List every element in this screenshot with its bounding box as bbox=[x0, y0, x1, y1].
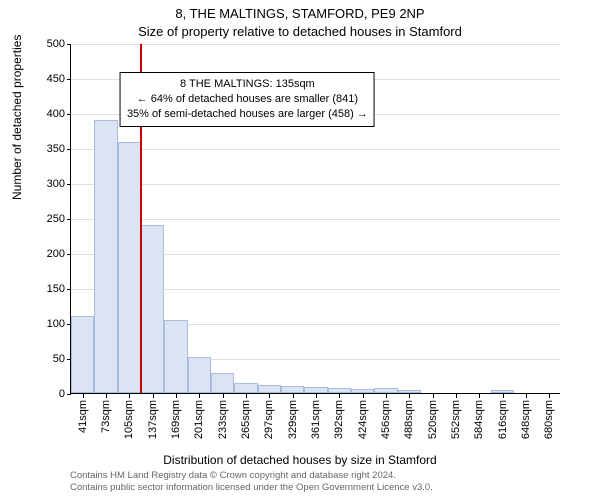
histogram-bar bbox=[258, 385, 281, 393]
histogram-bar bbox=[118, 142, 141, 393]
xtick-mark bbox=[409, 394, 410, 398]
xtick-mark bbox=[316, 394, 317, 398]
xtick-mark bbox=[269, 394, 270, 398]
xtick-label: 392sqm bbox=[333, 400, 345, 439]
footer-line: Contains public sector information licen… bbox=[70, 482, 433, 494]
ytick-label: 100 bbox=[47, 318, 71, 330]
xtick-label: 520sqm bbox=[427, 400, 439, 439]
xtick-mark bbox=[386, 394, 387, 398]
ytick-label: 350 bbox=[47, 143, 71, 155]
histogram-bar bbox=[94, 120, 117, 393]
xtick-label: 169sqm bbox=[170, 400, 182, 439]
xtick-label: 616sqm bbox=[497, 400, 509, 439]
ytick-label: 250 bbox=[47, 213, 71, 225]
xtick-mark bbox=[223, 394, 224, 398]
xtick-mark bbox=[456, 394, 457, 398]
xtick-label: 137sqm bbox=[147, 400, 159, 439]
histogram-bar bbox=[164, 320, 187, 394]
xtick-mark bbox=[199, 394, 200, 398]
histogram-bar bbox=[351, 389, 374, 393]
xtick-label: 584sqm bbox=[473, 400, 485, 439]
xtick-label: 233sqm bbox=[217, 400, 229, 439]
plot-area: 05010015020025030035040045050041sqm73sqm… bbox=[70, 44, 560, 394]
y-axis-label: Number of detached properties bbox=[10, 35, 24, 200]
annotation-line: ← 64% of detached houses are smaller (84… bbox=[127, 92, 368, 107]
histogram-bar bbox=[188, 357, 211, 393]
annotation-box: 8 THE MALTINGS: 135sqm← 64% of detached … bbox=[120, 72, 375, 127]
xtick-label: 361sqm bbox=[310, 400, 322, 439]
histogram-bar bbox=[398, 390, 421, 394]
xtick-label: 265sqm bbox=[240, 400, 252, 439]
page-title-main: 8, THE MALTINGS, STAMFORD, PE9 2NP bbox=[0, 6, 600, 21]
histogram-bar bbox=[234, 383, 257, 393]
xtick-mark bbox=[479, 394, 480, 398]
xtick-mark bbox=[176, 394, 177, 398]
histogram-bar bbox=[374, 388, 397, 393]
ytick-label: 300 bbox=[47, 178, 71, 190]
ytick-label: 0 bbox=[59, 388, 71, 400]
xtick-mark bbox=[129, 394, 130, 398]
xtick-mark bbox=[363, 394, 364, 398]
xtick-label: 329sqm bbox=[287, 400, 299, 439]
xtick-label: 41sqm bbox=[77, 400, 89, 433]
xtick-label: 552sqm bbox=[450, 400, 462, 439]
x-axis-label: Distribution of detached houses by size … bbox=[0, 453, 600, 467]
xtick-mark bbox=[433, 394, 434, 398]
histogram-bar bbox=[281, 386, 304, 393]
ytick-label: 500 bbox=[47, 38, 71, 50]
xtick-label: 297sqm bbox=[263, 400, 275, 439]
annotation-line: 35% of semi-detached houses are larger (… bbox=[127, 107, 368, 122]
ytick-label: 450 bbox=[47, 73, 71, 85]
xtick-mark bbox=[526, 394, 527, 398]
xtick-label: 648sqm bbox=[520, 400, 532, 439]
xtick-mark bbox=[549, 394, 550, 398]
histogram-bar bbox=[71, 316, 94, 393]
grid-line bbox=[71, 184, 560, 185]
histogram-bar bbox=[141, 225, 164, 393]
ytick-label: 200 bbox=[47, 248, 71, 260]
footer-line: Contains HM Land Registry data © Crown c… bbox=[70, 470, 433, 482]
histogram-bar bbox=[211, 373, 234, 393]
xtick-label: 680sqm bbox=[543, 400, 555, 439]
annotation-line: 8 THE MALTINGS: 135sqm bbox=[127, 77, 368, 92]
chart-area: 05010015020025030035040045050041sqm73sqm… bbox=[70, 44, 560, 394]
xtick-mark bbox=[153, 394, 154, 398]
xtick-mark bbox=[503, 394, 504, 398]
xtick-mark bbox=[339, 394, 340, 398]
ytick-label: 400 bbox=[47, 108, 71, 120]
xtick-label: 105sqm bbox=[123, 400, 135, 439]
xtick-label: 488sqm bbox=[403, 400, 415, 439]
ytick-label: 50 bbox=[53, 353, 71, 365]
grid-line bbox=[71, 149, 560, 150]
xtick-mark bbox=[83, 394, 84, 398]
xtick-mark bbox=[106, 394, 107, 398]
histogram-bar bbox=[304, 387, 327, 393]
grid-line bbox=[71, 44, 560, 45]
xtick-label: 456sqm bbox=[380, 400, 392, 439]
xtick-label: 73sqm bbox=[100, 400, 112, 433]
xtick-label: 424sqm bbox=[357, 400, 369, 439]
page-title-sub: Size of property relative to detached ho… bbox=[0, 24, 600, 39]
xtick-label: 201sqm bbox=[193, 400, 205, 439]
grid-line bbox=[71, 219, 560, 220]
footer-credits: Contains HM Land Registry data © Crown c… bbox=[70, 470, 433, 494]
histogram-bar bbox=[491, 390, 514, 393]
ytick-label: 150 bbox=[47, 283, 71, 295]
xtick-mark bbox=[293, 394, 294, 398]
xtick-mark bbox=[246, 394, 247, 398]
histogram-bar bbox=[328, 388, 351, 393]
